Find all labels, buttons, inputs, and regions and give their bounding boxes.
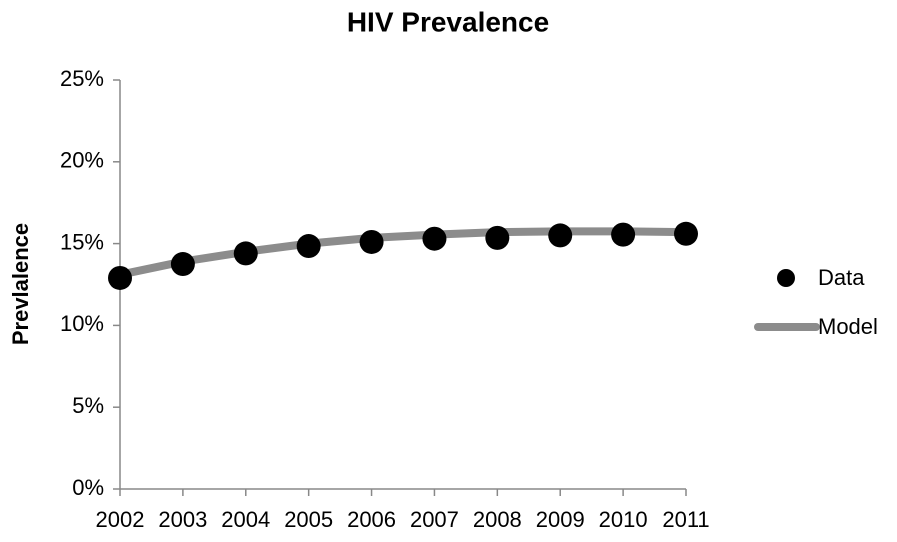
x-tick-label: 2003 — [158, 507, 207, 532]
data-point — [359, 229, 384, 254]
x-tick-label: 2007 — [410, 507, 459, 532]
data-point — [170, 252, 195, 277]
data-point — [233, 241, 258, 266]
y-tick-label: 5% — [72, 393, 104, 418]
y-axis-label: Prevlalence — [8, 223, 33, 345]
legend-label: Data — [818, 265, 865, 290]
legend-label: Model — [818, 314, 878, 339]
y-tick-label: 10% — [60, 311, 104, 336]
data-point — [548, 223, 573, 248]
x-tick-label: 2004 — [221, 507, 270, 532]
data-point — [611, 222, 636, 247]
x-tick-label: 2006 — [347, 507, 396, 532]
data-point — [296, 234, 321, 259]
x-tick-label: 2002 — [96, 507, 145, 532]
y-tick-label: 25% — [60, 66, 104, 91]
data-point — [422, 226, 447, 251]
y-tick-label: 0% — [72, 475, 104, 500]
y-tick-label: 15% — [60, 229, 104, 254]
x-tick-label: 2005 — [284, 507, 333, 532]
x-tick-label: 2008 — [473, 507, 522, 532]
x-tick-label: 2011 — [662, 507, 709, 532]
data-point — [674, 221, 698, 246]
data-point — [485, 225, 510, 250]
data-point — [108, 265, 132, 290]
x-tick-label: 2009 — [536, 507, 585, 532]
chart-title: HIV Prevalence — [347, 6, 549, 37]
legend-marker — [777, 269, 795, 287]
x-tick-label: 2010 — [599, 507, 648, 532]
model-line — [119, 227, 687, 279]
y-tick-label: 20% — [60, 148, 104, 173]
